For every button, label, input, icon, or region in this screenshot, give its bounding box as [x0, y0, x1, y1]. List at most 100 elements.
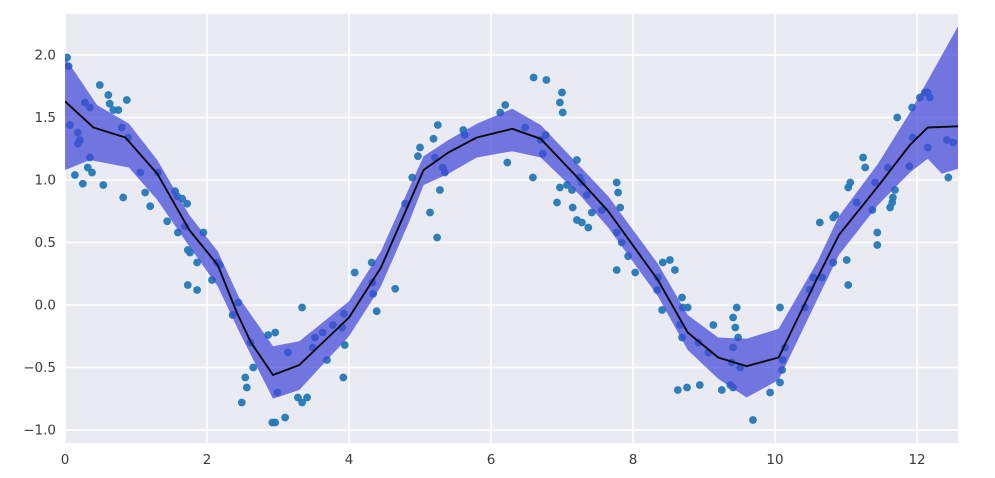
scatter-point	[683, 383, 691, 392]
scatter-point	[241, 373, 250, 382]
scatter-point	[776, 303, 784, 312]
y-tick-label: 0.0	[35, 298, 56, 314]
scatter-point	[542, 76, 551, 84]
scatter-point	[616, 203, 625, 212]
scatter-point	[193, 258, 202, 267]
y-tick-label: 1.0	[35, 173, 56, 189]
scatter-point	[612, 266, 621, 274]
scatter-point	[501, 101, 510, 109]
scatter-point	[529, 73, 538, 82]
scatter-point	[732, 303, 741, 312]
scatter-point	[873, 241, 882, 249]
scatter-point	[436, 186, 444, 194]
x-tick-label: 12	[908, 452, 925, 468]
scatter-point	[749, 416, 757, 424]
scatter-point	[631, 268, 640, 277]
scatter-point	[815, 218, 824, 227]
mean-line-group	[65, 100, 958, 376]
x-tick-label: 4	[345, 452, 354, 468]
scatter-point	[88, 168, 96, 177]
scatter-point	[119, 193, 128, 202]
scatter-point	[340, 341, 349, 349]
scatter-point	[433, 233, 441, 242]
scatter-point	[844, 281, 853, 289]
scatter-point	[416, 143, 424, 152]
scatter-point	[271, 328, 280, 337]
scatter-point	[614, 188, 622, 197]
scatter-point	[842, 256, 851, 264]
scatter-point	[695, 381, 704, 389]
scatter-point	[612, 178, 621, 187]
scatter-point	[433, 121, 442, 129]
scatter-point	[731, 323, 740, 332]
y-tick-label: −0.5	[23, 360, 56, 376]
scatter-point	[873, 228, 882, 237]
scatter-point	[249, 363, 258, 372]
scatter-point	[556, 183, 564, 192]
scatter-point	[556, 98, 564, 107]
scatter-point	[271, 418, 280, 427]
scatter-point	[529, 173, 537, 182]
scatter-point	[776, 378, 784, 387]
scatter-point	[568, 203, 577, 212]
scatter-point	[584, 223, 593, 232]
scatter-point	[553, 198, 561, 207]
y-tick-label: −1.0	[23, 423, 56, 439]
x-tick-label: 10	[766, 452, 783, 468]
scatter-point	[242, 383, 251, 392]
x-tick-label: 6	[487, 452, 496, 468]
scatter-point	[303, 393, 311, 402]
scatter-point	[558, 108, 567, 117]
scatter-point	[237, 398, 246, 407]
scatter-point	[861, 163, 870, 172]
scatter-point	[104, 91, 113, 99]
scatter-point	[717, 386, 726, 394]
scatter-point	[141, 188, 150, 197]
scatter-point	[298, 303, 306, 312]
scatter-point	[426, 208, 434, 217]
scatter-point	[414, 152, 422, 161]
scatter-point	[350, 268, 359, 277]
y-tick-label: 1.5	[35, 110, 56, 126]
scatter-point	[889, 193, 897, 202]
scatter-point	[859, 153, 867, 162]
scatter-point	[671, 266, 679, 274]
scatter-point	[95, 81, 104, 89]
scatter-point	[831, 211, 840, 219]
scatter-point	[846, 178, 855, 187]
scatter-point	[71, 171, 79, 179]
scatter-point	[658, 306, 666, 314]
scatter-point	[281, 413, 289, 422]
scatter-point	[558, 88, 566, 97]
scatter-point	[944, 173, 953, 182]
scatter-point	[186, 248, 194, 257]
scatter-point	[658, 258, 667, 267]
scatter-point	[122, 96, 131, 104]
scatter-point	[105, 99, 114, 108]
scatter-point	[578, 218, 586, 227]
scatter-point	[146, 202, 155, 211]
scatter-point	[673, 386, 682, 394]
scatter-point	[372, 307, 381, 316]
scatter-point	[503, 158, 512, 167]
x-tick-label: 2	[203, 452, 212, 468]
scatter-point	[193, 286, 202, 294]
scatter-point	[709, 321, 718, 329]
x-tick-label: 8	[629, 452, 638, 468]
scatter-point	[683, 303, 692, 312]
scatter-point	[183, 199, 192, 208]
scatter-point	[65, 53, 71, 62]
y-tick-label: 2.0	[35, 48, 56, 64]
scatter-point	[729, 313, 737, 322]
scatter-point	[429, 134, 438, 143]
y-tick-label: 0.5	[35, 235, 56, 251]
mean-line	[65, 100, 958, 376]
scatter-point	[163, 217, 172, 226]
scatter-point	[114, 106, 123, 114]
scatter-point	[78, 179, 87, 188]
scatter-point	[391, 284, 400, 293]
scatter-point	[678, 293, 686, 302]
plot-background	[65, 14, 958, 443]
